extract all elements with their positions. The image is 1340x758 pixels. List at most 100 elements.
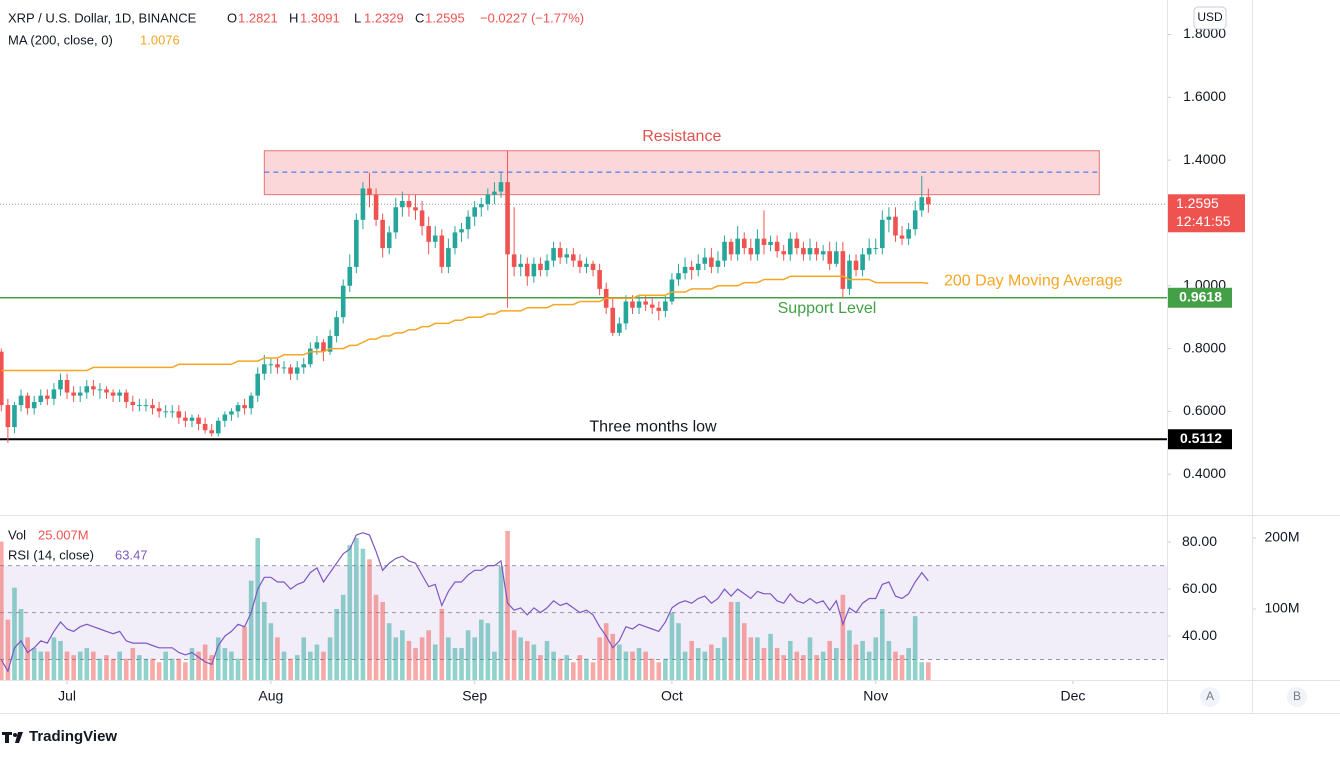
candle-body	[380, 219, 385, 249]
candle-body	[880, 219, 885, 249]
volume-bar	[663, 658, 668, 680]
volume-bar	[505, 530, 510, 680]
scale-button-label[interactable]: A	[1206, 689, 1214, 703]
candle-body	[636, 301, 642, 308]
volume-bar	[301, 637, 307, 680]
candle-body	[886, 216, 892, 220]
candle-body	[577, 260, 583, 267]
volume-bar	[472, 637, 477, 680]
candle-body	[215, 420, 221, 434]
candle-body	[781, 251, 786, 255]
symbol: XRP / U.S. Dollar, 1D, BINANCE	[8, 10, 197, 25]
candle-body	[492, 191, 497, 195]
scale-button-label[interactable]: B	[1293, 689, 1301, 703]
volume-bar	[774, 648, 780, 680]
volume-tick-label: 200M	[1264, 529, 1299, 545]
candle-body	[597, 270, 602, 289]
volume-bar	[327, 637, 333, 680]
ohlc-key: O	[227, 10, 237, 25]
volume-bar	[524, 640, 530, 680]
volume-bar	[603, 623, 609, 680]
candle-body	[406, 200, 412, 208]
candle-body	[262, 364, 267, 374]
candle-body	[649, 304, 655, 308]
candle-body	[702, 257, 708, 264]
volume-bar	[386, 623, 392, 680]
volume-bar	[77, 651, 83, 680]
candle-body	[123, 392, 129, 402]
candle-body	[853, 260, 859, 271]
candle-body	[926, 197, 931, 205]
last-price-box	[1168, 194, 1245, 233]
candle-body	[748, 248, 754, 255]
rsi-value: 63.47	[115, 547, 148, 562]
volume-bar	[676, 623, 681, 680]
candle-body	[169, 411, 175, 413]
candle-body	[761, 238, 767, 245]
volume-name: Vol	[8, 527, 26, 542]
candle-body	[340, 285, 346, 318]
candle-body	[820, 251, 826, 255]
volume-bar	[610, 633, 616, 680]
candle-body	[446, 248, 451, 267]
candle-body	[643, 301, 648, 305]
candle-body	[656, 307, 662, 311]
x-tick-label: Aug	[258, 688, 283, 704]
volume-bar	[143, 658, 149, 680]
candle-body	[432, 235, 438, 242]
volume-bar	[702, 651, 708, 680]
change: −0.0227 (−1.77%)	[480, 10, 584, 25]
volume-bar	[413, 648, 418, 680]
candle-body	[676, 273, 681, 280]
candle-body	[814, 248, 819, 255]
x-tick-label: Sep	[462, 688, 487, 704]
volume-bar	[820, 651, 826, 680]
volume-bar	[807, 637, 813, 680]
candle-body	[360, 188, 366, 220]
volume-bar	[38, 651, 44, 680]
volume-bar	[222, 648, 228, 680]
candle-body	[308, 348, 313, 365]
volume-bar	[564, 655, 570, 680]
candle-body	[321, 342, 326, 352]
scale-button[interactable]	[1287, 687, 1307, 707]
ohlc-value: 1.2595	[425, 10, 465, 25]
currency[interactable]: USD	[1197, 10, 1223, 24]
candle-body	[827, 251, 833, 264]
volume-bar	[880, 609, 885, 680]
y-tick-label: 0.8000	[1183, 339, 1226, 355]
candle-body	[801, 248, 806, 255]
last-price: 1.2595	[1176, 195, 1219, 211]
candle-body	[551, 248, 556, 261]
ohlc-key: H	[289, 10, 298, 25]
support-price-box	[1168, 287, 1232, 308]
volume-bar	[899, 655, 905, 680]
volume-bar	[689, 640, 694, 680]
candle-body	[912, 210, 918, 230]
volume-bar	[926, 662, 931, 680]
volume-bar	[452, 648, 458, 680]
volume-bar	[110, 658, 116, 680]
volume-bar	[58, 640, 63, 680]
ma-value: 1.0076	[140, 32, 180, 47]
volume-bar	[768, 633, 773, 680]
volume-bar	[196, 651, 201, 680]
volume-bar	[735, 601, 740, 680]
volume-bar	[360, 548, 366, 680]
currency-button[interactable]	[1193, 6, 1227, 30]
candle-body	[544, 260, 550, 271]
candle-body	[617, 323, 622, 333]
volume-bar	[51, 637, 57, 680]
volume-bar	[419, 637, 425, 680]
candle-body	[669, 279, 675, 302]
volume-bar	[814, 655, 819, 680]
candle-body	[768, 241, 773, 245]
candle-body	[630, 301, 635, 308]
volume-bar	[722, 637, 727, 680]
volume-bar	[787, 640, 793, 680]
rsi-name: RSI (14, close)	[8, 547, 94, 562]
candle-body	[735, 238, 740, 255]
candle-body	[183, 417, 188, 421]
volume-bar	[459, 648, 464, 680]
scale-button[interactable]	[1200, 687, 1220, 707]
